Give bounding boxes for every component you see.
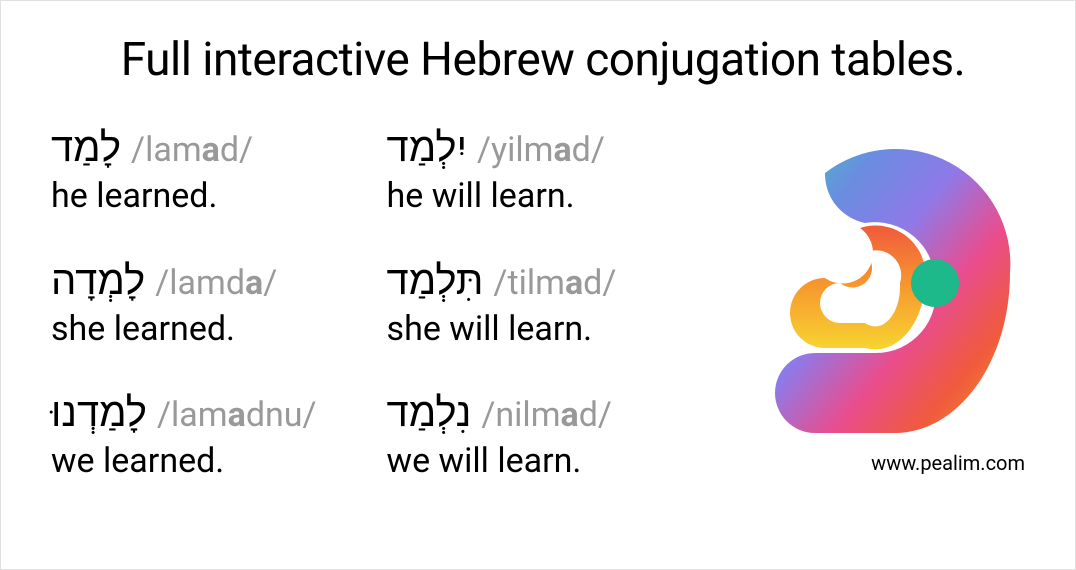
conjugation-entry: יִלְמַד /yilmad/ he will learn. — [387, 123, 617, 218]
hebrew-word: יִלְמַד — [387, 123, 467, 173]
hebrew-word: נִלְמַד — [387, 388, 472, 438]
meaning: he learned. — [51, 175, 317, 218]
hebrew-word: לָמַדְנוּ — [51, 388, 147, 438]
conjugation-columns: לָמַד /lamad/ he learned. לָמְדָה /lamda… — [51, 123, 735, 549]
conjugation-entry: לָמַד /lamad/ he learned. — [51, 123, 317, 218]
meaning: he will learn. — [387, 175, 617, 218]
hebrew-word: לָמַד — [51, 123, 121, 173]
past-tense-column: לָמַד /lamad/ he learned. לָמְדָה /lamda… — [51, 123, 317, 549]
phonetic: /tilmad/ — [493, 262, 616, 305]
phonetic: /lamadnu/ — [157, 394, 317, 437]
conjugation-entry: תִּלְמַד /tilmad/ she will learn. — [387, 256, 617, 351]
pealim-logo-icon — [765, 133, 1025, 433]
meaning: we learned. — [51, 440, 317, 483]
phonetic: /nilmad/ — [481, 394, 612, 437]
hebrew-word: לָמְדָה — [51, 256, 145, 306]
meaning: she learned. — [51, 308, 317, 351]
meaning: she will learn. — [387, 308, 617, 351]
phonetic: /lamad/ — [131, 129, 253, 172]
conjugation-entry: לָמַדְנוּ /lamadnu/ we learned. — [51, 388, 317, 483]
phonetic: /yilmad/ — [477, 129, 605, 172]
future-tense-column: יִלְמַד /yilmad/ he will learn. תִּלְמַד… — [387, 123, 617, 549]
meaning: we will learn. — [387, 440, 617, 483]
website-url: www.pealim.com — [871, 451, 1035, 475]
phonetic: /lamda/ — [155, 262, 277, 305]
hebrew-word: תִּלְמַד — [387, 256, 484, 306]
conjugation-entry: לָמְדָה /lamda/ she learned. — [51, 256, 317, 351]
conjugation-entry: נִלְמַד /nilmad/ we will learn. — [387, 388, 617, 483]
page-title: Full interactive Hebrew conjugation tabl… — [51, 33, 1035, 87]
